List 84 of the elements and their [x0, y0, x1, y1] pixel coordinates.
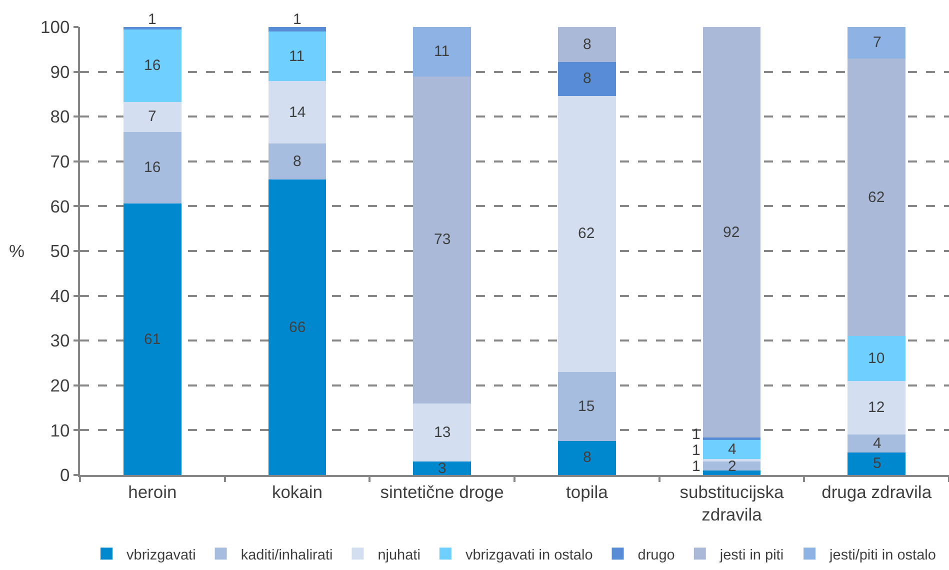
legend-label: njuhati	[378, 547, 420, 564]
bar	[848, 380, 906, 435]
data-label: 11	[434, 43, 450, 60]
legend-label: jesti in piti	[718, 547, 784, 564]
bar	[702, 470, 761, 475]
y-tick-label: 50	[50, 241, 70, 262]
data-label: 16	[144, 57, 161, 74]
data-label: 1	[148, 11, 156, 28]
x-tick-label: kokain	[272, 482, 323, 502]
y-tick-label: 70	[50, 152, 70, 172]
y-tick-label: 30	[50, 330, 70, 351]
data-label: 8	[583, 70, 592, 87]
data-label: 62	[578, 225, 595, 242]
bar	[558, 62, 616, 96]
data-label: 13	[434, 424, 451, 441]
bar	[558, 440, 616, 475]
legend-label: kaditi/inhalirati	[240, 547, 333, 564]
data-label: 4	[873, 435, 882, 452]
bar	[413, 403, 472, 462]
legend-label: vbrizgavati in ostalo	[465, 547, 593, 564]
bar	[123, 102, 182, 132]
y-axis-title: %	[9, 241, 25, 261]
data-label: 4	[728, 441, 736, 458]
bar	[848, 434, 906, 453]
data-label: 3	[438, 460, 446, 477]
data-label: 92	[723, 224, 740, 241]
data-label: 7	[873, 34, 882, 51]
x-tick-label: sintetične droge	[380, 482, 504, 502]
data-label: 8	[293, 153, 302, 170]
bar	[413, 462, 472, 475]
bar	[268, 143, 326, 180]
legend-label: drugo	[638, 547, 675, 564]
bar	[413, 27, 472, 76]
data-label: 16	[144, 159, 161, 176]
bar	[413, 76, 472, 404]
data-label: 1	[692, 458, 700, 475]
data-label: 5	[873, 455, 882, 472]
bar	[848, 58, 906, 336]
y-tick-label: 90	[50, 62, 70, 82]
x-tick-label: topila	[566, 482, 608, 502]
x-tick-label: druga zdravila	[822, 482, 932, 502]
y-tick-label: 10	[50, 420, 70, 440]
data-label: 1	[692, 442, 700, 459]
bar	[702, 440, 761, 459]
data-label: 61	[144, 331, 161, 348]
x-tick-label: substitucijska zdravila	[680, 482, 784, 524]
bar	[558, 96, 616, 372]
bar	[558, 372, 616, 441]
bar	[268, 179, 326, 475]
bar	[123, 132, 182, 204]
bar	[702, 437, 761, 440]
data-label: 73	[434, 231, 451, 248]
y-tick-label: 40	[50, 286, 70, 306]
y-tick-label: 80	[50, 106, 70, 127]
data-label: 66	[289, 319, 306, 336]
y-tick-label: 60	[50, 196, 70, 216]
bar	[702, 27, 761, 438]
y-tick-label: 20	[50, 376, 70, 396]
legend-label: jesti/piti in ostalo	[828, 547, 936, 564]
data-label: 1	[293, 11, 302, 28]
bar	[558, 27, 616, 62]
data-label: 8	[583, 36, 592, 53]
data-label: 14	[289, 104, 306, 121]
bar	[123, 30, 182, 102]
data-label: 12	[868, 399, 885, 416]
legend-label: vbrizgavati	[126, 547, 196, 564]
data-label: 1	[692, 426, 700, 443]
bar	[268, 31, 326, 81]
x-tick-label: heroin	[128, 482, 177, 502]
y-tick-label: 0	[60, 465, 70, 486]
y-tick-label: 100	[40, 17, 70, 38]
data-label: 62	[868, 189, 885, 206]
data-label: 8	[583, 449, 592, 466]
bar	[268, 80, 326, 144]
data-label: 11	[289, 48, 305, 65]
bar	[123, 204, 182, 475]
bar	[123, 27, 182, 30]
data-label: 7	[148, 108, 156, 125]
data-label: 10	[868, 350, 885, 367]
bar	[268, 27, 326, 32]
bar	[848, 27, 906, 58]
bar	[848, 452, 906, 475]
data-label: 15	[578, 398, 595, 415]
bar	[848, 336, 906, 381]
